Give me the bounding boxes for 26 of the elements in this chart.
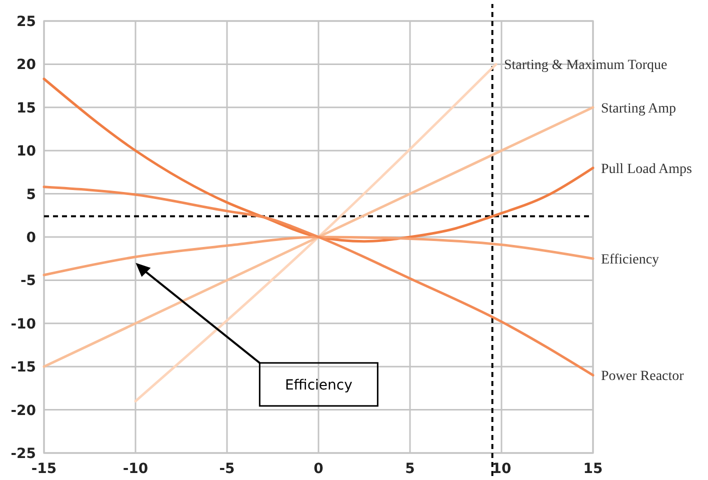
y-tick-label: -5 bbox=[20, 273, 36, 290]
y-tick-label: 25 bbox=[16, 14, 36, 30]
series-label: Starting Amp bbox=[601, 101, 676, 116]
series-label: Power Reactor bbox=[601, 369, 684, 384]
y-tick-label: 15 bbox=[16, 100, 36, 116]
y-tick-label: -10 bbox=[10, 316, 36, 332]
y-tick-label: -20 bbox=[10, 402, 36, 419]
annotation: Efficiency bbox=[284, 377, 352, 394]
x-tick-label: 5 bbox=[405, 461, 415, 477]
y-tick-label: 5 bbox=[26, 186, 36, 203]
x-tick-label: -10 bbox=[122, 461, 148, 477]
y-tick-label: -15 bbox=[10, 360, 36, 376]
x-tick-label: -5 bbox=[219, 461, 235, 477]
series-label: Efficiency bbox=[601, 252, 660, 268]
line-series bbox=[42, 78, 594, 243]
series-label: Pull Load Amps bbox=[601, 162, 692, 177]
series-label: Starting & Maximum Torque bbox=[504, 58, 668, 74]
y-tick-label: 0 bbox=[26, 230, 36, 246]
x-tick-label: 0 bbox=[314, 461, 324, 477]
line-series bbox=[42, 186, 594, 376]
line-series bbox=[42, 236, 594, 276]
y-tick-label: -25 bbox=[10, 446, 36, 462]
x-tick-label: 10 bbox=[492, 461, 512, 477]
y-tick-label: 10 bbox=[16, 144, 36, 160]
y-tick-label: 20 bbox=[16, 57, 36, 74]
x-tick-label: 15 bbox=[583, 461, 603, 477]
